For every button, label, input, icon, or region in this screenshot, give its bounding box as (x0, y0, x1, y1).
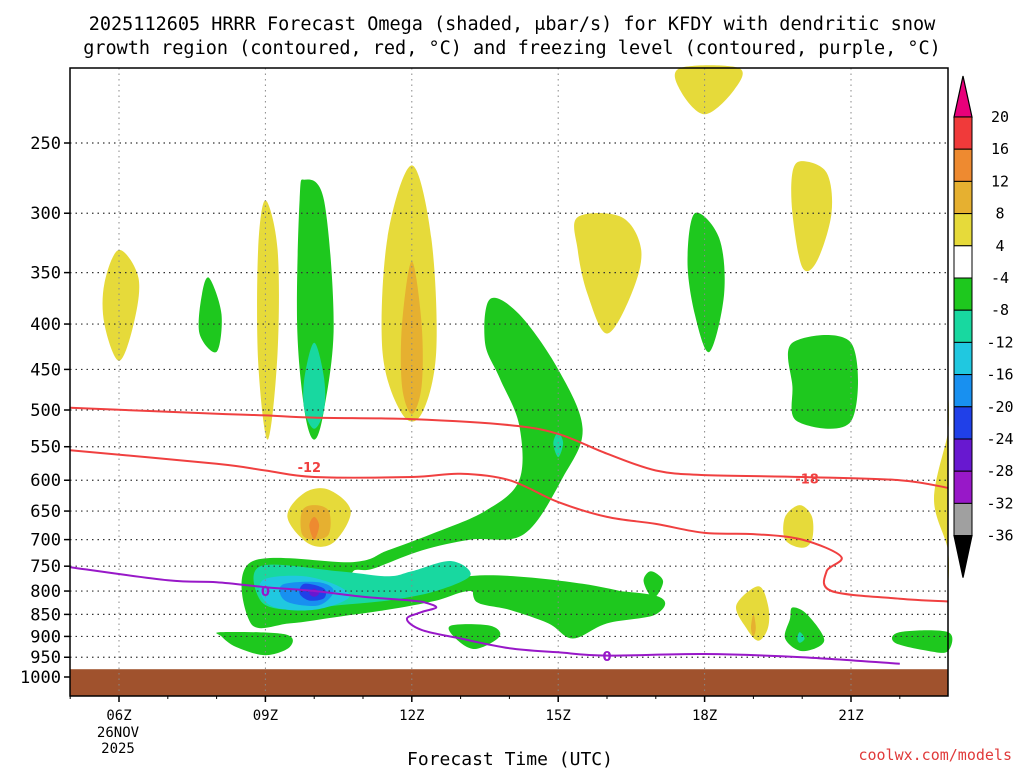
contour-line-0 (70, 406, 949, 489)
date-label-line1: 26NOV (97, 725, 140, 741)
contour-line-2 (70, 566, 900, 665)
colorbar-swatch-6 (953, 277, 973, 311)
omega-region-4 (574, 212, 642, 334)
colorbar-swatch-8 (953, 341, 973, 376)
contour-label-2: 0 (261, 585, 270, 600)
y-tick-label-500: 500 (30, 401, 61, 421)
omega-region-1 (257, 200, 279, 440)
colorbar-label-9: -20 (986, 398, 1013, 416)
y-tick-label-850: 850 (30, 605, 61, 625)
colorbar-swatch-9 (953, 374, 973, 408)
y-tick-label-550: 550 (30, 438, 61, 458)
contour-label-0: -12 (298, 461, 322, 476)
omega-region-19 (241, 297, 657, 629)
colorbar-label-3: 8 (995, 205, 1004, 223)
y-tick-label-950: 950 (30, 648, 61, 668)
date-label-line2: 2025 (101, 741, 135, 757)
omega-region-5 (674, 65, 743, 115)
colorbar-swatch-5 (953, 245, 973, 279)
y-tick-label-650: 650 (30, 502, 61, 522)
colorbar-label-10: -24 (986, 430, 1013, 448)
ground-fill (70, 669, 948, 696)
colorbar-label-2: 12 (991, 172, 1009, 190)
chart-title-line2: growth region (contoured, red, °C) and f… (83, 38, 941, 59)
colorbar-swatch-10 (953, 406, 973, 440)
colorbar-bottom-arrow (953, 534, 973, 578)
y-tick-label-300: 300 (30, 204, 61, 224)
omega-region-12 (751, 614, 756, 637)
x-tick-label-21: 21Z (838, 708, 863, 724)
colorbar-label-1: 16 (991, 140, 1009, 158)
x-tick-label-6: 06Z (106, 708, 131, 724)
colorbar-label-8: -16 (986, 366, 1013, 384)
contour-label-3: 0 (602, 650, 611, 665)
colorbar-label-11: -28 (986, 462, 1013, 480)
y-tick-label-250: 250 (30, 134, 61, 154)
x-axis-label: Forecast Time (UTC) (407, 749, 613, 768)
ground-layer (70, 669, 948, 696)
colorbar-label-13: -36 (986, 527, 1013, 545)
colorbar-label-0: 20 (991, 108, 1009, 126)
x-tick-label-9: 09Z (253, 708, 278, 724)
omega-region-31 (797, 632, 805, 643)
colorbar-swatch-12 (953, 470, 973, 504)
contour-lines (70, 406, 949, 665)
omega-region-16 (198, 277, 222, 353)
x-tick-label-18: 18Z (692, 708, 717, 724)
colorbar-top-arrow (953, 75, 973, 118)
y-tick-label-1000: 1000 (20, 668, 61, 688)
omega-region-17 (687, 212, 725, 353)
colorbar-swatch-1 (953, 116, 973, 150)
y-tick-label-750: 750 (30, 557, 61, 577)
colorbar: 20 16 12 8 4 -4 -8 -12 -16 -20 -24 -28 -32 -36 (953, 75, 1014, 578)
omega-region-32 (891, 630, 953, 653)
colorbar-swatch-4 (953, 213, 973, 247)
y-tick-label-450: 450 (30, 360, 61, 380)
colorbar-label-4: 4 (995, 237, 1004, 255)
omega-region-9 (309, 516, 320, 540)
y-tick-label-400: 400 (30, 315, 61, 335)
omega-region-13 (934, 399, 950, 610)
x-axis-ticks: 06Z 09Z 12Z 15Z 18Z 21Z (69, 696, 901, 724)
omega-region-30 (784, 607, 825, 652)
y-tick-label-800: 800 (30, 582, 61, 602)
omega-region-0 (102, 249, 140, 361)
y-tick-label-600: 600 (30, 471, 61, 491)
colorbar-label-5: -4 (991, 269, 1009, 287)
colorbar-swatch-7 (953, 309, 973, 343)
omega-region-26 (553, 432, 564, 458)
colorbar-label-7: -12 (986, 333, 1013, 351)
colorbar-label-12: -32 (986, 494, 1013, 512)
contour-labels: -12 -18 0 0 (261, 461, 819, 665)
colorbar-swatch-11 (953, 438, 973, 472)
x-tick-label-15: 15Z (546, 708, 571, 724)
omega-region-11 (735, 586, 770, 641)
colorbar-label-6: -8 (991, 301, 1009, 319)
omega-region-28 (448, 624, 501, 650)
contour-label-1: -18 (795, 472, 819, 487)
omega-region-6 (791, 161, 833, 272)
contour-line-1 (70, 449, 949, 603)
chart-title-line1: 2025112605 HRRR Forecast Omega (shaded, … (89, 14, 936, 35)
y-tick-label-700: 700 (30, 531, 61, 551)
omega-region-20 (472, 575, 666, 639)
omega-region-15 (303, 342, 326, 429)
y-axis-ticks: 2503003504004505005506006507007508008509… (20, 134, 70, 688)
y-tick-label-350: 350 (30, 264, 61, 284)
credit-text: coolwx.com/models (858, 746, 1012, 764)
omega-region-27 (216, 631, 293, 656)
omega-region-18 (787, 335, 859, 429)
colorbar-swatch-3 (953, 180, 973, 215)
y-tick-label-900: 900 (30, 627, 61, 647)
colorbar-swatch-13 (953, 502, 973, 537)
colorbar-swatch-2 (953, 148, 973, 182)
x-tick-label-12: 12Z (399, 708, 424, 724)
